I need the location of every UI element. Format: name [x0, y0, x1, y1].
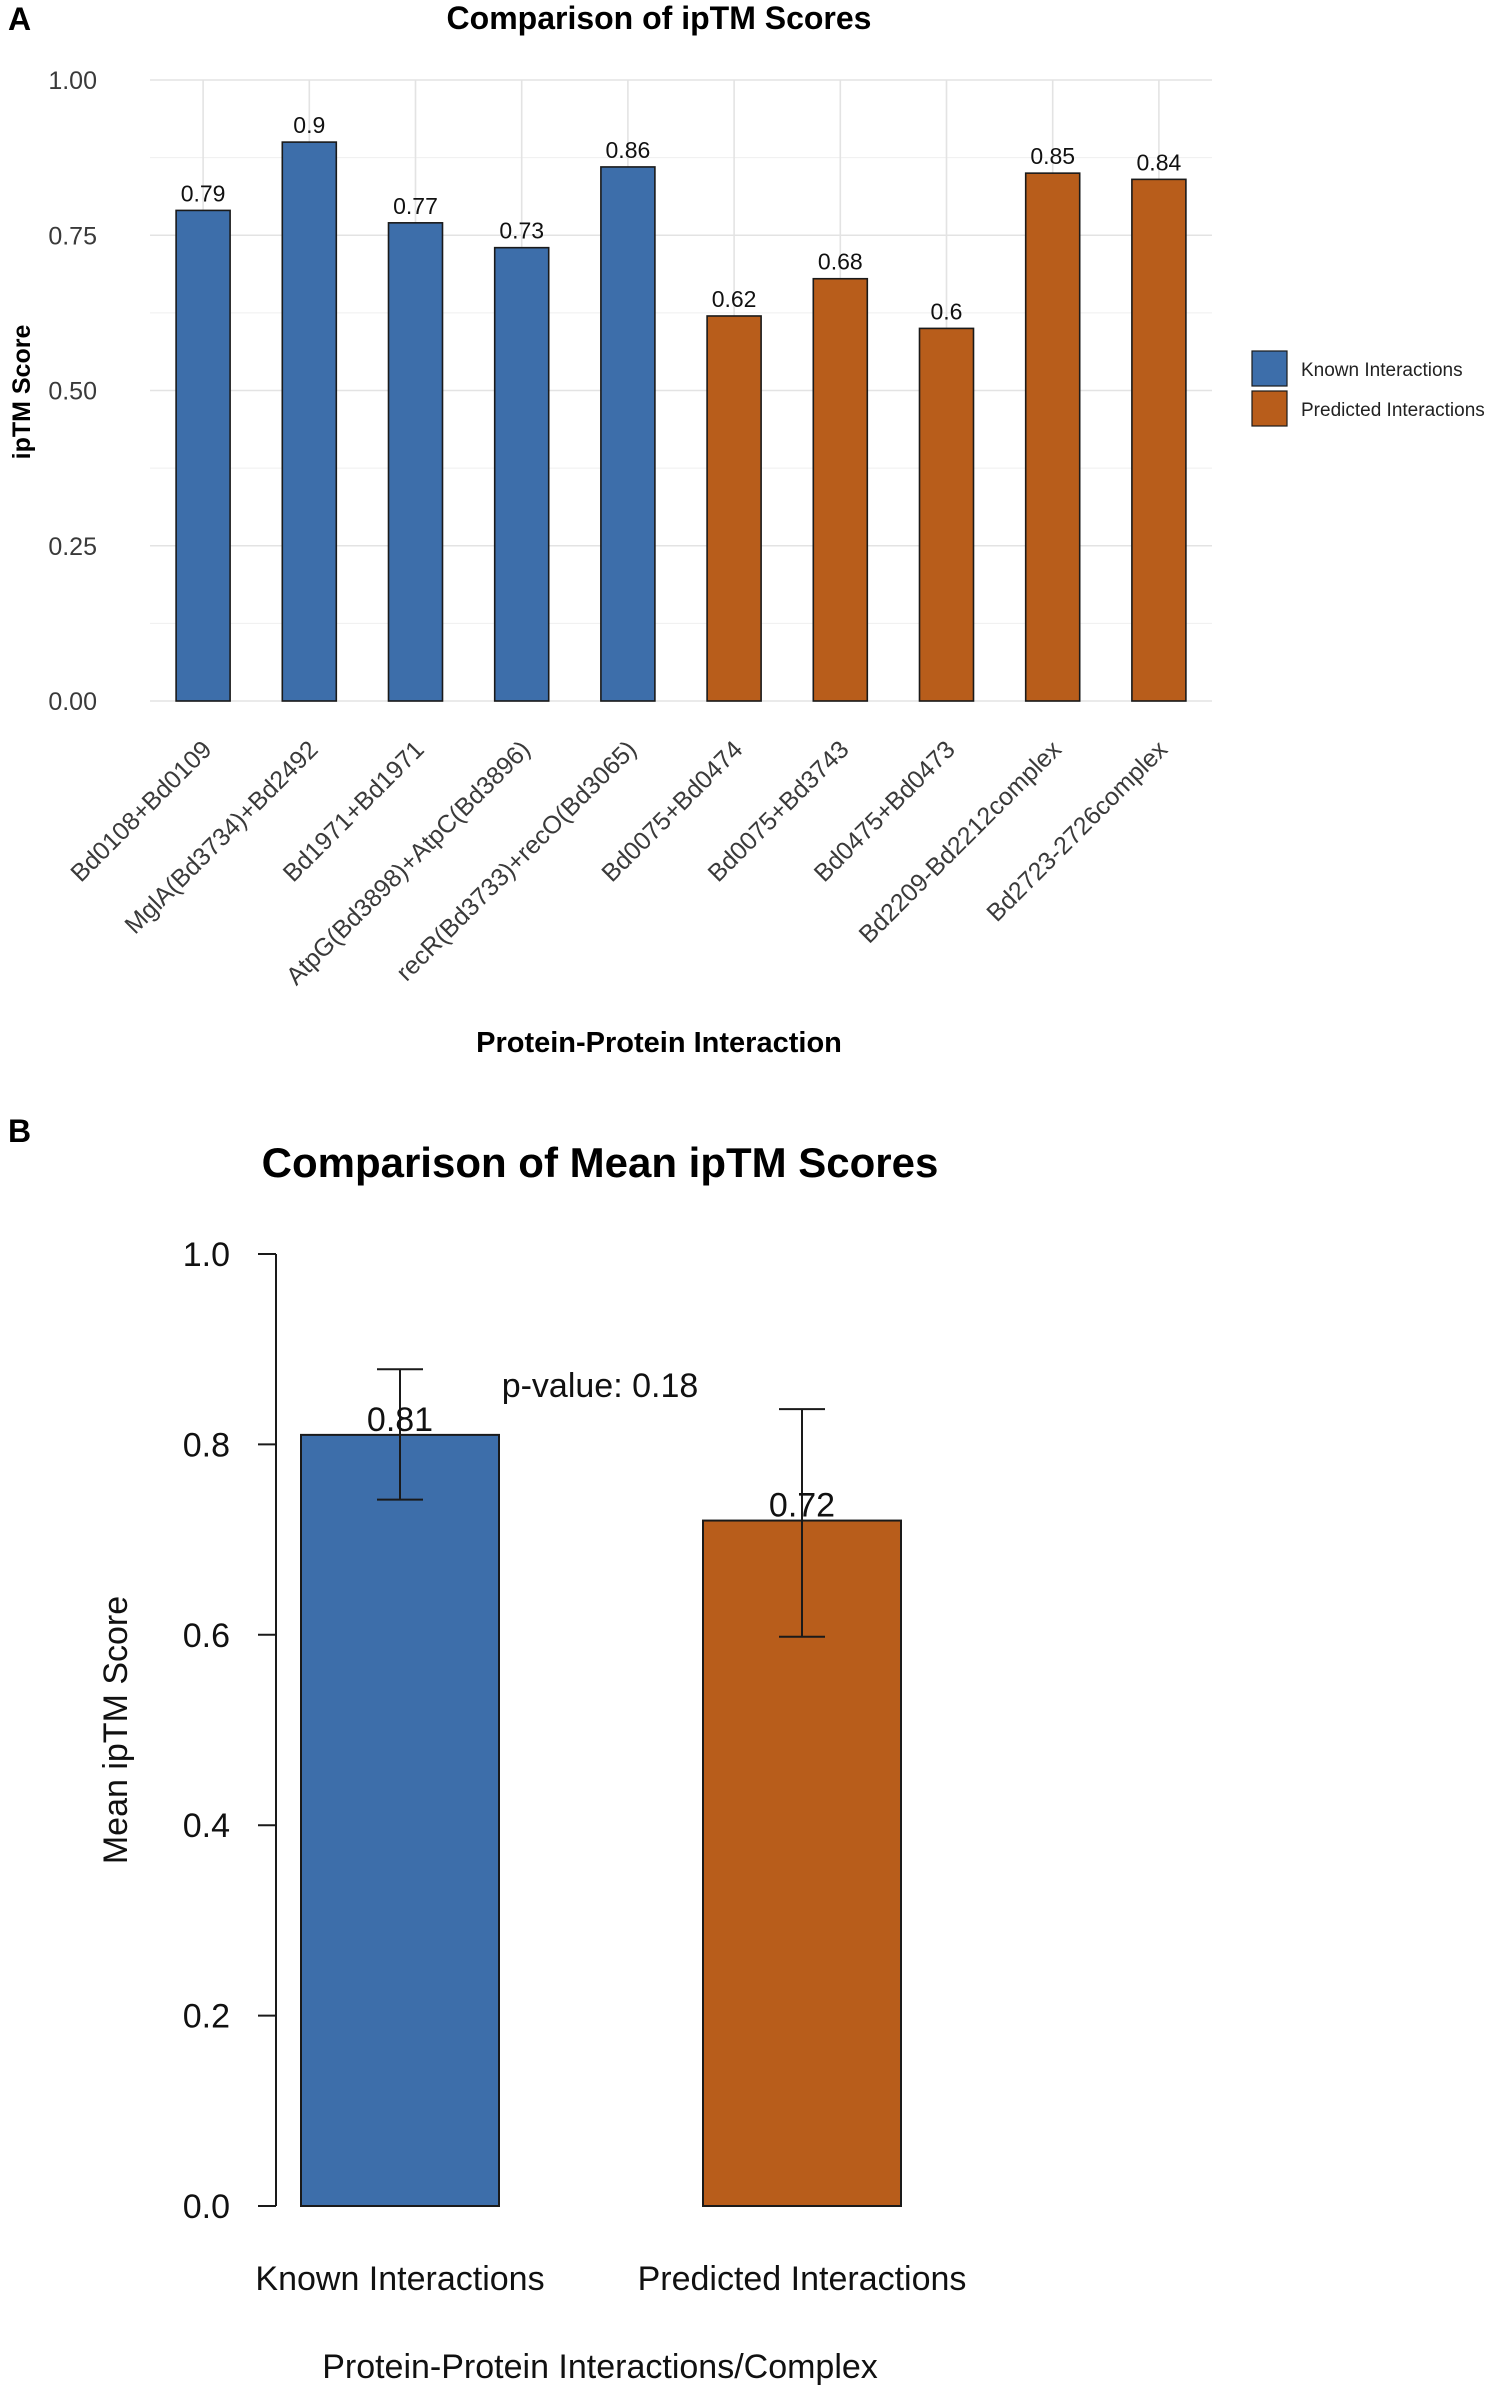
- panel-a-value-label: 0.9: [293, 112, 325, 138]
- panel-a-y-tick-label: 1.00: [48, 67, 97, 95]
- panel-a-y-tick-label: 0.50: [48, 378, 97, 406]
- panel-b-value-labels: 0.81 0.72: [367, 1401, 835, 1525]
- panel-b-x-axis-title: Protein-Protein Interactions/Complex: [322, 2348, 878, 2386]
- panel-b-y-tick-label: 0.6: [183, 1617, 230, 1655]
- panel-b-bar: [300, 1433, 500, 2207]
- panel-b-x-tick-label: Known Interactions: [255, 2260, 544, 2298]
- panel-a-y-axis-ticks: 0.00 0.25 0.50 0.75 1.00: [48, 67, 97, 716]
- panel-a-title: Comparison of ipTM Scores: [447, 0, 872, 36]
- panel-b-y-tick-label: 0.4: [183, 1807, 230, 1845]
- panel-a-value-label: 0.79: [181, 180, 226, 206]
- panel-a-bar: [812, 277, 869, 702]
- panel-a-legend: Known Interactions Predicted Interactions: [1251, 350, 1485, 427]
- panel-a-y-axis-title: ipTM Score: [8, 325, 36, 460]
- panel-a-legend-label: Predicted Interactions: [1301, 400, 1485, 421]
- panel-b-y-tick-label: 0.8: [183, 1426, 230, 1464]
- panel-b-y-tick-label: 1.0: [183, 1236, 230, 1274]
- panel-b-y-axis-title: Mean ipTM Score: [97, 1596, 135, 1864]
- panel-a-bar: [493, 246, 550, 702]
- panel-a-bar: [281, 141, 338, 702]
- panel-a-bar: [1131, 178, 1187, 702]
- panel-a-bar: [1024, 172, 1081, 702]
- panel-a-label: A: [8, 1, 31, 37]
- panel-a-value-label: 0.62: [712, 286, 757, 312]
- panel-a-legend-swatch: [1251, 390, 1288, 427]
- panel-a-bar: [175, 209, 231, 702]
- panel-a-y-tick-label: 0.00: [48, 688, 97, 716]
- panel-b-value-label: 0.81: [367, 1401, 433, 1439]
- panel-b-p-value-annotation: p-value: 0.18: [502, 1367, 699, 1405]
- panel-b-error-bars: [377, 1368, 825, 1638]
- panel-b-label: B: [8, 1113, 31, 1149]
- panel-a-y-tick-label: 0.75: [48, 222, 97, 250]
- panel-b-y-tick-label: 0.2: [183, 1998, 230, 2036]
- panel-b-y-tick-label: 0.0: [183, 2188, 230, 2226]
- panel-b-x-tick-label: Predicted Interactions: [638, 2260, 967, 2298]
- panel-a-value-label: 0.77: [393, 193, 438, 219]
- panel-a-bar: [706, 315, 762, 702]
- panel-a-legend-label: Known Interactions: [1301, 360, 1463, 381]
- panel-a-bar: [600, 166, 656, 702]
- panel-a-bar: [387, 222, 444, 702]
- panel-a-value-label: 0.86: [606, 137, 651, 163]
- panel-a-value-label: 0.84: [1137, 149, 1182, 175]
- panel-a-bars: [175, 141, 1187, 702]
- panel-a-bar: [918, 327, 975, 702]
- panel-b-x-axis-tick-labels: Known Interactions Predicted Interactions: [255, 2260, 966, 2298]
- panel-a-x-axis-title: Protein-Protein Interaction: [476, 1027, 842, 1059]
- panel-a-value-label: 0.73: [499, 218, 544, 244]
- panel-b: B Comparison of Mean ipTM Scores 0.00.20…: [8, 1113, 966, 2386]
- panel-a-value-labels: 0.79 0.9 0.77 0.73 0.86 0.62 0.68 0.6 0.85 0.84: [181, 112, 1182, 324]
- panel-a-value-label: 0.6: [931, 298, 963, 324]
- panel-a-y-tick-label: 0.25: [48, 533, 97, 561]
- panel-a-value-label: 0.85: [1030, 143, 1075, 169]
- panel-b-title: Comparison of Mean ipTM Scores: [262, 1139, 939, 1186]
- panel-b-y-axis: 0.0 0.2 0.4 0.6 0.8 1.0: [183, 1236, 277, 2226]
- panel-b-value-label: 0.72: [769, 1487, 835, 1525]
- panel-a-legend-swatch: [1251, 350, 1288, 387]
- panel-a-value-label: 0.68: [818, 249, 863, 275]
